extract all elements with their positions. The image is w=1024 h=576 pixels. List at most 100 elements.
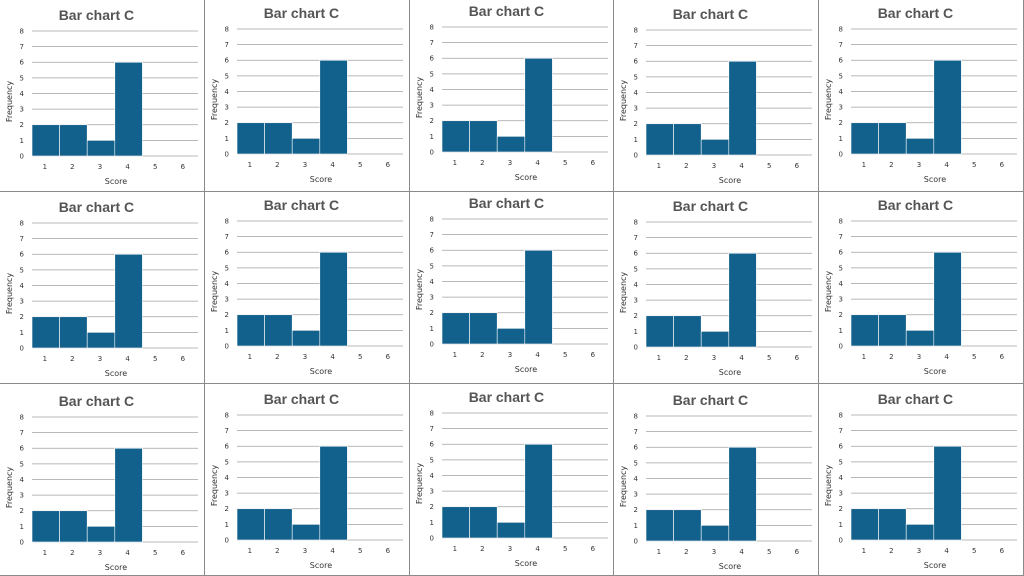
x-tick-label: 4 — [330, 353, 335, 361]
chart-svg: Bar chart C 0 1 2 3 4 5 6 7 8 1 2 3 4 5 6 Score Frequency — [210, 5, 403, 184]
y-tick-label: 2 — [224, 311, 228, 319]
x-axis-label: Score — [514, 173, 536, 182]
x-tick-label: 5 — [563, 545, 567, 553]
bar — [850, 508, 880, 541]
chart-group: Bar chart C 0 1 2 3 4 5 6 7 8 1 2 3 4 5 6 Score Frequency — [619, 392, 813, 571]
y-tick-label: 5 — [20, 74, 24, 82]
bar — [441, 506, 470, 539]
bar — [114, 447, 143, 543]
y-tick-label: 2 — [429, 503, 433, 511]
x-tick-label: 3 — [303, 161, 307, 169]
y-axis-label: Frequency — [210, 465, 219, 507]
bar — [441, 312, 470, 345]
bar — [933, 445, 962, 541]
x-tick-label: 3 — [98, 355, 102, 363]
x-tick-label: 6 — [590, 545, 594, 553]
bar — [468, 120, 498, 153]
y-axis-label: Frequency — [5, 273, 14, 315]
y-tick-label: 4 — [429, 86, 434, 94]
bar — [291, 524, 320, 541]
y-tick-label: 5 — [224, 458, 228, 466]
bar — [59, 124, 88, 157]
chart-group: Bar chart C 0 1 2 3 4 5 6 7 8 1 2 3 4 5 6 Score Frequency — [5, 7, 198, 186]
y-tick-label: 0 — [634, 537, 638, 545]
x-tick-label: 5 — [563, 351, 567, 359]
x-tick-label: 4 — [945, 353, 950, 361]
y-tick-label: 3 — [20, 492, 24, 500]
y-tick-label: 8 — [20, 220, 24, 228]
chart-title: Bar chart C — [264, 391, 339, 407]
x-tick-label: 5 — [358, 353, 362, 361]
bar — [319, 251, 348, 347]
y-tick-label: 3 — [429, 294, 433, 302]
y-tick-label: 1 — [839, 135, 843, 143]
y-tick-label: 1 — [634, 136, 638, 144]
y-tick-label: 7 — [429, 39, 433, 47]
y-tick-label: 8 — [839, 412, 843, 420]
y-axis-label: Frequency — [5, 467, 14, 509]
y-tick-label: 6 — [20, 251, 24, 259]
x-tick-label: 5 — [358, 547, 362, 555]
y-tick-label: 6 — [634, 444, 638, 452]
chart-svg: Bar chart C 0 1 2 3 4 5 6 7 8 1 2 3 4 5 6 Score Frequency — [619, 198, 813, 377]
x-tick-label: 6 — [1000, 161, 1004, 169]
chart-group: Bar chart C 0 1 2 3 4 5 6 7 8 1 2 3 4 5 6 Score Frequency — [415, 195, 608, 374]
x-tick-label: 4 — [740, 548, 745, 556]
x-tick-label: 2 — [275, 161, 279, 169]
y-tick-label: 7 — [429, 231, 433, 239]
bar — [59, 510, 88, 543]
y-tick-label: 5 — [429, 70, 433, 78]
bar — [728, 60, 758, 156]
bar — [850, 122, 880, 155]
bar — [850, 314, 880, 347]
x-tick-label: 4 — [535, 351, 540, 359]
y-tick-label: 0 — [224, 150, 228, 158]
y-tick-label: 4 — [839, 474, 844, 482]
x-tick-label: 4 — [125, 549, 130, 557]
bar — [319, 445, 348, 541]
y-tick-label: 4 — [634, 475, 639, 483]
y-tick-label: 2 — [20, 121, 24, 129]
bar — [701, 525, 730, 542]
bar — [496, 136, 525, 153]
y-tick-label: 3 — [634, 105, 638, 113]
x-tick-label: 6 — [181, 549, 185, 557]
x-tick-label: 5 — [767, 548, 771, 556]
x-tick-label: 4 — [740, 354, 745, 362]
chart-group: Bar chart C 0 1 2 3 4 5 6 7 8 1 2 3 4 5 6 Score Frequency — [824, 197, 1018, 376]
bar — [933, 251, 962, 347]
bar — [264, 508, 293, 541]
x-tick-label: 2 — [70, 163, 74, 171]
y-axis-label: Frequency — [415, 77, 424, 119]
chart-title: Bar chart C — [468, 389, 543, 405]
chart-group: Bar chart C 0 1 2 3 4 5 6 7 8 1 2 3 4 5 6 Score Frequency — [415, 3, 608, 182]
x-tick-label: 3 — [712, 354, 716, 362]
y-tick-label: 7 — [429, 425, 433, 433]
y-tick-label: 0 — [224, 536, 228, 544]
chart-svg: Bar chart C 0 1 2 3 4 5 6 7 8 1 2 3 4 5 6 Score Frequency — [5, 7, 198, 186]
chart-group: Bar chart C 0 1 2 3 4 5 6 7 8 1 2 3 4 5 6 Score Frequency — [5, 199, 198, 378]
y-tick-label: 5 — [839, 458, 843, 466]
chart-panel: Bar chart C 0 1 2 3 4 5 6 7 8 1 2 3 4 5 6 Score Frequency — [409, 192, 615, 384]
y-tick-label: 6 — [634, 250, 638, 258]
y-tick-label: 0 — [20, 152, 24, 160]
y-tick-label: 5 — [634, 73, 638, 81]
x-tick-label: 1 — [452, 351, 456, 359]
y-axis-label: Frequency — [824, 79, 833, 121]
bar — [291, 138, 320, 155]
chart-panel: Bar chart C 0 1 2 3 4 5 6 7 8 1 2 3 4 5 6 Score Frequency — [0, 0, 205, 192]
y-tick-label: 4 — [20, 282, 25, 290]
x-tick-label: 4 — [535, 159, 540, 167]
chart-svg: Bar chart C 0 1 2 3 4 5 6 7 8 1 2 3 4 5 6 Score Frequency — [415, 3, 608, 182]
y-tick-label: 2 — [224, 119, 228, 127]
y-axis-label: Frequency — [824, 271, 833, 313]
y-tick-label: 1 — [429, 325, 433, 333]
y-tick-label: 7 — [224, 233, 228, 241]
y-tick-label: 4 — [839, 88, 844, 96]
chart-group: Bar chart C 0 1 2 3 4 5 6 7 8 1 2 3 4 5 6 Score Frequency — [824, 391, 1018, 570]
chart-svg: Bar chart C 0 1 2 3 4 5 6 7 8 1 2 3 4 5 6 Score Frequency — [824, 391, 1018, 570]
chart-title: Bar chart C — [59, 393, 134, 409]
x-tick-label: 6 — [795, 548, 799, 556]
x-tick-label: 1 — [43, 163, 47, 171]
y-tick-label: 7 — [20, 235, 24, 243]
